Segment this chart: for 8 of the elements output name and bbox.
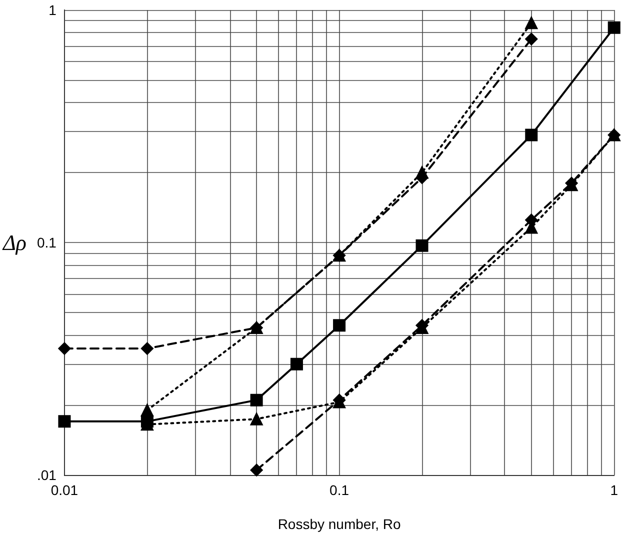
y-axis-title: Δρ <box>2 230 26 255</box>
y-tick-label: .01 <box>37 467 57 483</box>
y-tick-label: 0.1 <box>37 234 57 250</box>
x-axis-title: Rossby number, Ro <box>278 516 401 532</box>
y-tick-label: 1 <box>48 2 57 18</box>
x-tick-label: 0.1 <box>330 482 350 498</box>
x-tick-label: 1 <box>610 482 618 498</box>
x-tick-label: 0.01 <box>50 482 78 498</box>
